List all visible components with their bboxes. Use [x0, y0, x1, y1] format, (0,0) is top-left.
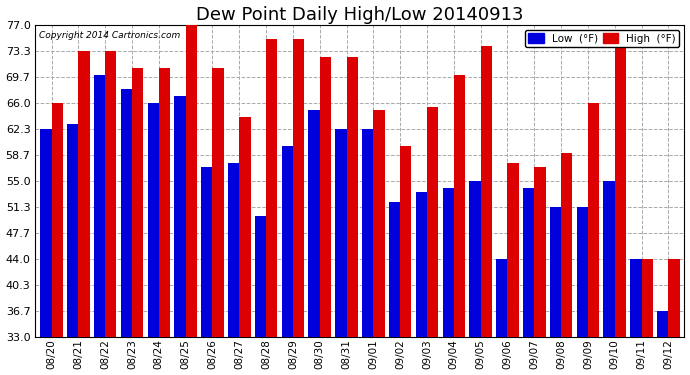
Bar — [40, 129, 52, 337]
Bar — [282, 146, 293, 337]
Bar — [642, 259, 653, 337]
Bar — [121, 89, 132, 337]
Bar — [308, 110, 319, 337]
Legend: Low  (°F), High  (°F): Low (°F), High (°F) — [525, 30, 679, 47]
Bar — [255, 216, 266, 337]
Bar — [427, 106, 438, 337]
Bar — [228, 163, 239, 337]
Bar — [588, 103, 599, 337]
Bar — [362, 129, 373, 337]
Bar — [175, 96, 186, 337]
Bar — [481, 46, 492, 337]
Bar — [469, 181, 481, 337]
Bar — [507, 163, 519, 337]
Bar — [67, 124, 79, 337]
Text: Copyright 2014 Cartronics.com: Copyright 2014 Cartronics.com — [39, 32, 180, 40]
Title: Dew Point Daily High/Low 20140913: Dew Point Daily High/Low 20140913 — [196, 6, 524, 24]
Bar — [550, 207, 561, 337]
Bar — [615, 46, 626, 337]
Bar — [400, 146, 411, 337]
Bar — [335, 129, 346, 337]
Bar — [319, 57, 331, 337]
Bar — [132, 68, 144, 337]
Bar — [496, 259, 507, 337]
Bar — [415, 192, 427, 337]
Bar — [201, 167, 213, 337]
Bar — [630, 259, 642, 337]
Bar — [669, 259, 680, 337]
Bar — [148, 103, 159, 337]
Bar — [657, 310, 669, 337]
Bar — [52, 103, 63, 337]
Bar — [239, 117, 250, 337]
Bar — [94, 75, 105, 337]
Bar — [534, 167, 546, 337]
Bar — [561, 153, 572, 337]
Bar — [293, 39, 304, 337]
Bar — [186, 25, 197, 337]
Bar — [266, 39, 277, 337]
Bar — [523, 188, 534, 337]
Bar — [389, 202, 400, 337]
Bar — [346, 57, 358, 337]
Bar — [454, 75, 465, 337]
Bar — [105, 51, 117, 337]
Bar — [442, 188, 454, 337]
Bar — [373, 110, 384, 337]
Bar — [213, 68, 224, 337]
Bar — [577, 207, 588, 337]
Bar — [604, 181, 615, 337]
Bar — [79, 51, 90, 337]
Bar — [159, 68, 170, 337]
